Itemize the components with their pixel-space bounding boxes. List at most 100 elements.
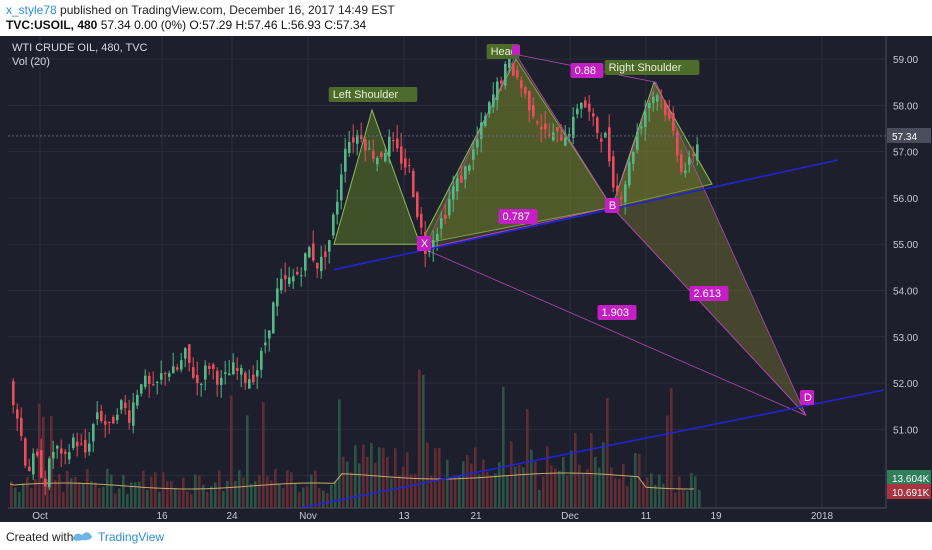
grid-lines [8,36,886,508]
candle-body [308,247,311,258]
volume-bar [626,486,629,508]
volume-bar [526,408,529,508]
candle-body [116,414,119,421]
volume-bar [134,482,137,508]
tradingview-link[interactable]: TradingView [98,530,165,544]
price-chart[interactable]: Left Shoulder Head Right Shoulder X B D 0.787 0… [0,36,932,522]
volume-bar [354,445,357,508]
y-tick-label: 56.00 [893,194,918,205]
candle-body [228,373,231,376]
volume-bar [630,477,633,508]
chart-area[interactable]: Left Shoulder Head Right Shoulder X B D 0.787 0… [0,36,932,522]
volume-bars [9,369,701,508]
candle-body [48,458,51,488]
volume-bar [38,403,41,508]
candle-body [440,218,443,229]
label-right-shoulder: Right Shoulder [609,62,682,74]
volume-bar [290,472,293,508]
candle-body [664,101,667,116]
candle-body [604,132,607,138]
candle-body [320,256,323,272]
volume-bar [486,471,489,508]
volume-bar [426,442,429,508]
volume-bar [510,441,513,508]
candle-body [456,178,459,192]
axes: 59.00 58.00 57.00 56.00 55.00 54.00 53.00 52.00… [8,36,931,522]
x-tick-label: 16 [156,511,168,522]
candle-body [204,365,207,380]
publish-info: x_style78 published on TradingView.com, … [6,3,395,17]
volume-tag-1-bg [887,470,931,485]
harmonic-line [611,206,807,416]
ratio-ac-bg [570,63,604,78]
volume-bar [322,490,325,508]
volume-bar [174,488,177,508]
x-tick-label: Oct [32,511,48,522]
volume-bar [466,455,469,508]
volume-bar [498,462,501,508]
ratio-xb: 0.787 [503,211,531,223]
candle-body [368,148,371,150]
candle-body [564,137,567,146]
volume-bar [658,474,661,508]
candle-body [560,134,563,141]
volume-bar [574,433,577,508]
candle-body [148,375,151,385]
candle-body [208,365,211,369]
volume-bar [646,477,649,508]
candle-body [468,165,471,171]
candle-body [348,142,351,153]
volume-bar [362,444,365,508]
volume-bar [678,476,681,508]
candle-body [180,360,183,370]
candle-body [492,94,495,108]
candle-body [376,157,379,165]
volume-bar [566,475,569,508]
candle-body [68,452,71,460]
volume-bar [378,447,381,508]
candle-body [612,156,615,188]
volume-bar [494,473,497,508]
author-link[interactable]: x_style78 [6,3,57,17]
volume-bar [386,457,389,508]
volume-bar [74,477,77,508]
volume-bar [366,456,369,508]
candle-body [232,362,235,375]
candle-body [108,421,111,423]
candle-body [500,80,503,84]
neckline-trend [333,159,839,271]
volume-bar [478,474,481,508]
volume-bar [618,478,621,508]
label-left-shoulder-bg [328,87,418,102]
volume-bar [298,491,301,508]
candle-body [188,344,191,363]
candle-body [672,112,675,131]
x-tick-label: 11 [641,511,652,522]
volume-bar [146,489,149,508]
volume-bar [682,488,685,508]
candle-body [464,166,467,180]
label-b: B [609,200,616,212]
candle-body [280,278,283,291]
volume-bar [310,474,313,508]
candle-body [480,122,483,139]
volume-bar [438,447,441,508]
candle-body [92,424,95,442]
chart-title: WTI CRUDE OIL, 480, TVC [12,42,148,54]
volume-bar [462,461,465,508]
candle-body [156,381,159,383]
volume-bar [538,490,541,508]
volume-bar [166,481,169,508]
volume-bar [314,470,317,508]
volume-bar [98,487,101,508]
candle-body [260,350,263,370]
ratio-xb-bg [498,209,538,224]
volume-bar [418,369,421,508]
volume-bar [666,415,669,508]
volume-bar [138,481,141,508]
candle-body [96,412,99,420]
candle-body [236,367,239,372]
y-tick-label: 55.00 [893,240,918,251]
candle-body [576,108,579,115]
volume-bar [534,461,537,508]
